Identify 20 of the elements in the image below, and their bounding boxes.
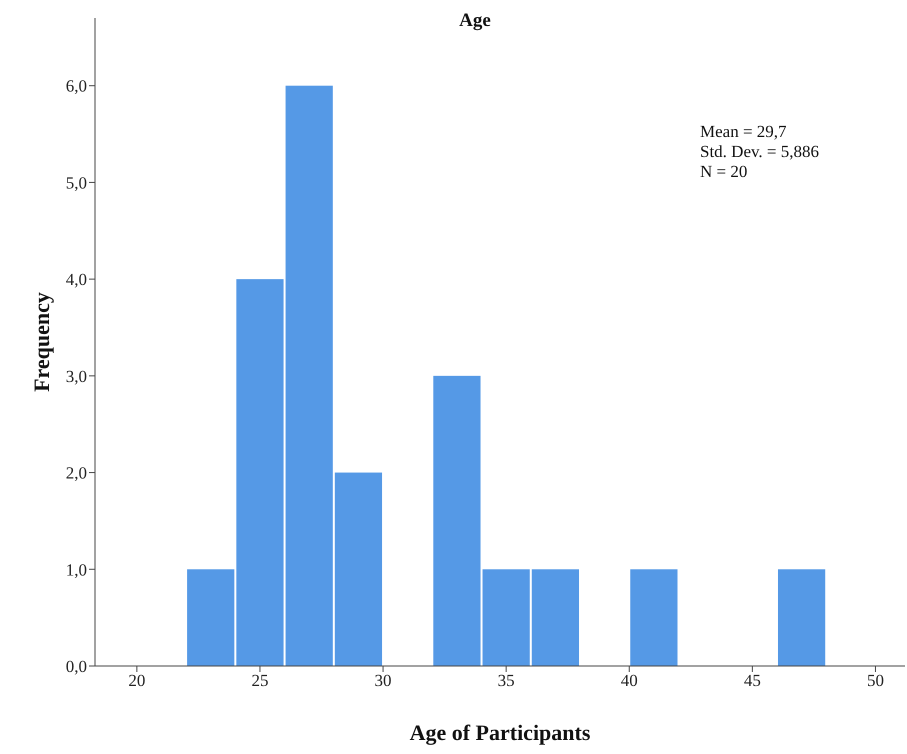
y-tick-label: 4,0 [66,270,87,290]
y-tick-label: 0,0 [66,657,87,676]
x-tick-label: 40 [620,671,638,690]
x-axis-title: Age of Participants [410,720,591,745]
y-axis-title: Frequency [28,292,54,392]
annotation: N = 20 [700,162,748,182]
x-tick-label: 35 [498,671,515,690]
y-tick-label: 5,0 [66,173,87,192]
annotation: Std. Dev. = 5,886 [700,142,819,162]
chart-title: Age [458,10,492,32]
annotation: Mean = 29,7 [700,122,788,142]
x-tick-label: 20 [128,671,146,690]
y-tick-label: 3,0 [66,366,87,386]
x-tick-label: 50 [866,671,884,690]
x-tick-label: 30 [374,671,392,690]
y-tick-label: 2,0 [66,464,87,483]
y-tick-label: 1,0 [66,560,87,580]
y-tick-label: 6,0 [66,76,87,96]
x-tick-label: 45 [744,671,761,690]
x-tick-label: 25 [251,671,268,690]
